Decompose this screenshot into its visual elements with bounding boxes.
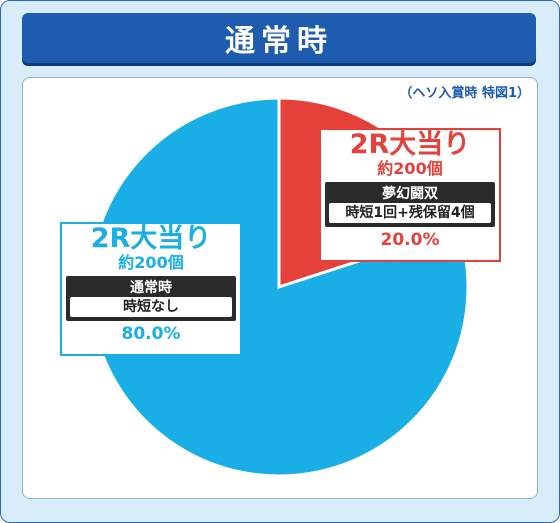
slice-label-title: 2R大当り <box>349 129 471 160</box>
slice-label-small: 2R大当り 約200個 夢幻闘双 時短1回+残保留4個 20.0% <box>319 128 501 262</box>
slice-label-sub: 約200個 <box>377 159 443 178</box>
pie-slice-1 <box>88 96 470 478</box>
slice-percent: 80.0% <box>121 324 181 344</box>
slice-label-title: 2R大当り <box>90 223 212 254</box>
page-title: 通常時 <box>22 13 536 63</box>
source-note: （ヘソ入賞時 特図1） <box>399 86 530 101</box>
slice-mode: 通常時 <box>130 280 172 296</box>
slice-percent: 20.0% <box>380 230 440 250</box>
slice-label-sub: 約200個 <box>118 253 184 272</box>
slice-label-large: 2R大当り 約200個 通常時 時短なし 80.0% <box>60 222 242 356</box>
slice-mode: 夢幻闘双 <box>382 186 438 202</box>
mode-block: 通常時 時短なし <box>66 276 236 321</box>
slice-detail: 時短1回+残保留4個 <box>329 203 491 223</box>
slice-detail: 時短なし <box>70 297 232 317</box>
mode-block: 夢幻闘双 時短1回+残保留4個 <box>325 182 495 227</box>
